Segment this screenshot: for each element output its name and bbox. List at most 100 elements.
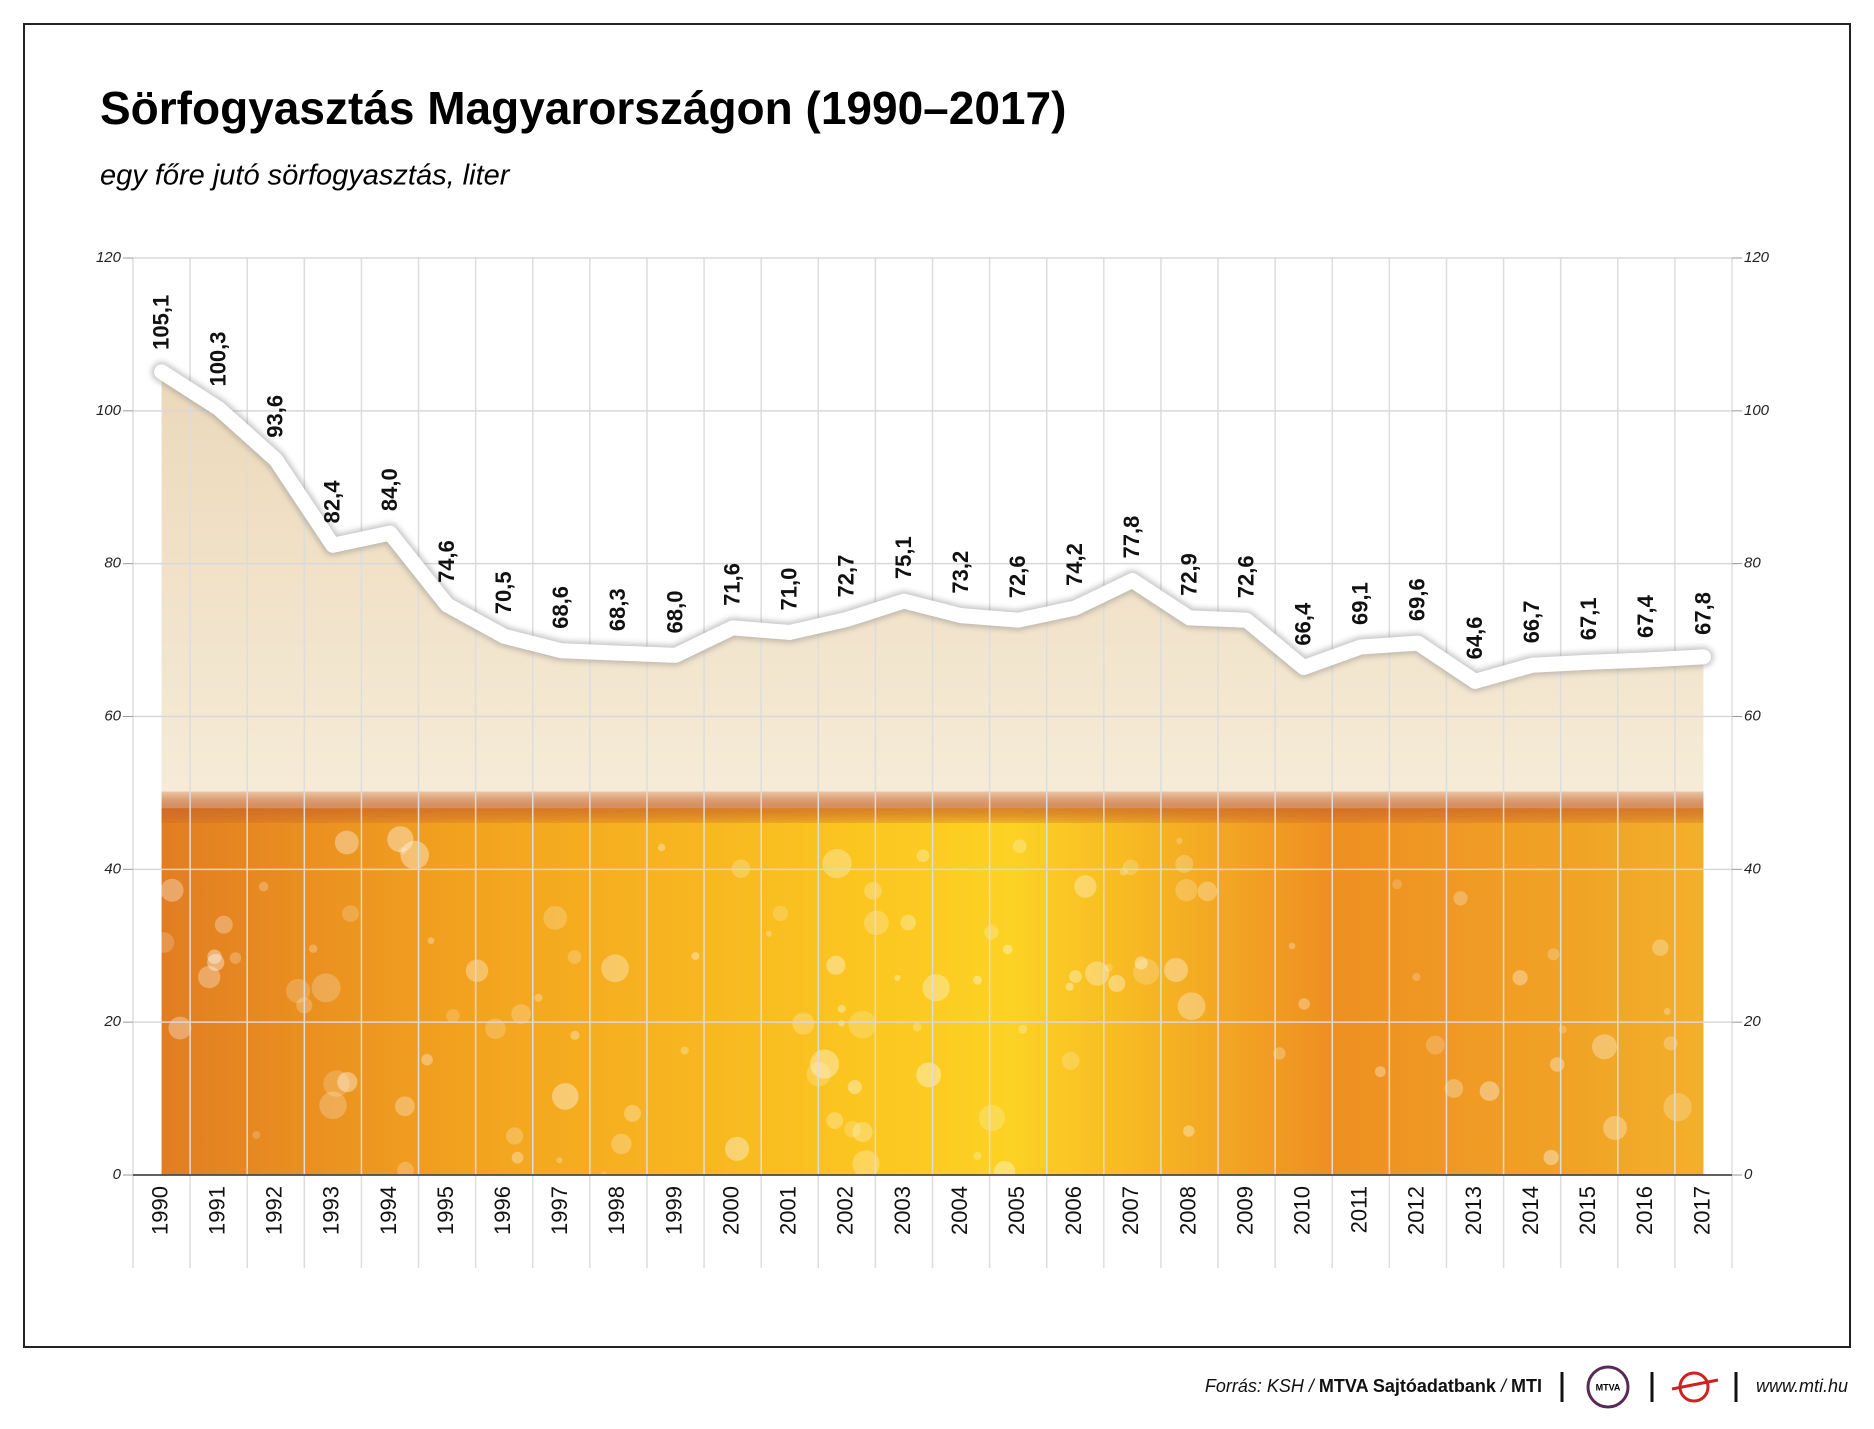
bubble	[570, 1030, 580, 1040]
bubble	[1453, 891, 1468, 906]
bubble	[334, 830, 359, 855]
bubble	[993, 1160, 1016, 1175]
bubble	[511, 1004, 531, 1024]
bubble	[387, 826, 414, 853]
x-tick-label: 2009	[1232, 1186, 1257, 1235]
bubble	[534, 993, 543, 1002]
bubble	[973, 1151, 982, 1160]
mtva-logo	[1586, 1365, 1630, 1409]
bubble	[1164, 958, 1189, 983]
value-label: 71,6	[719, 563, 744, 606]
value-label: 67,4	[1633, 594, 1658, 638]
bubble	[1183, 1125, 1195, 1137]
source-part: MTVA Sajtóadatbank	[1319, 1376, 1497, 1396]
y-tick-label: 60	[1744, 707, 1761, 724]
bubble	[847, 1079, 862, 1095]
value-label: 72,7	[834, 555, 859, 598]
x-tick-label: 2014	[1518, 1186, 1543, 1235]
y-tick-label: 20	[1743, 1013, 1761, 1030]
bubble	[1273, 1047, 1286, 1060]
bubble	[809, 1049, 840, 1079]
bubble	[838, 1020, 845, 1027]
bubble	[446, 1009, 460, 1023]
value-label: 66,4	[1291, 602, 1316, 646]
bubble	[864, 910, 889, 936]
bubble	[1298, 998, 1310, 1010]
bubble	[765, 930, 772, 937]
bubble	[601, 954, 629, 983]
value-label: 75,1	[891, 536, 916, 579]
bubble	[556, 1157, 563, 1164]
bubble	[1603, 1116, 1628, 1140]
bubble	[311, 973, 341, 1003]
line	[154, 364, 1711, 689]
bubble	[922, 974, 950, 1002]
bubble	[848, 1010, 877, 1039]
value-label: 82,4	[320, 480, 345, 524]
bubble	[398, 846, 407, 855]
x-tick-label: 1993	[319, 1186, 344, 1235]
bubble	[1197, 881, 1218, 902]
x-tick-label: 2000	[718, 1186, 743, 1235]
website: www.mti.hu	[1756, 1376, 1848, 1396]
value-label: 105,1	[148, 295, 173, 350]
bubble	[1012, 839, 1027, 854]
x-tick-label: 2002	[833, 1186, 858, 1235]
x-tick-label: 2006	[1061, 1186, 1086, 1235]
bubble	[916, 1062, 942, 1088]
bubble	[1018, 1024, 1028, 1034]
value-label: 66,7	[1519, 600, 1544, 643]
bubble	[551, 1083, 579, 1110]
bubble	[611, 1133, 632, 1155]
x-tick-label: 2005	[1004, 1186, 1029, 1235]
bubble	[1425, 1035, 1445, 1055]
bubble	[852, 1150, 880, 1175]
bubble	[465, 959, 489, 982]
x-tick-label: 2008	[1175, 1186, 1200, 1235]
footer: Forrás: KSH / MTVA Sajtóadatbank / MTI M…	[1205, 1365, 1848, 1409]
bubble	[1133, 958, 1160, 985]
marks: 105,1 100,3 93,6 82,4 84,0 74,6 70,5 68,6 68,3 68…	[148, 295, 1715, 692]
x-tick-label: 2015	[1575, 1186, 1600, 1235]
bubble	[844, 1120, 861, 1138]
x-tick-label: 2016	[1632, 1186, 1657, 1235]
y-tick-label: 120	[1744, 249, 1770, 266]
bubble	[1444, 1079, 1464, 1098]
value-label: 73,2	[948, 551, 973, 594]
x-tick-label: 2007	[1118, 1186, 1143, 1235]
bubble	[1592, 1034, 1617, 1060]
bubble	[1177, 992, 1206, 1021]
bubble	[1065, 982, 1074, 991]
y-tick-label: 40	[104, 860, 121, 877]
x-tick-label: 1999	[661, 1186, 686, 1235]
bubble	[543, 906, 568, 930]
value-label: 72,6	[1005, 555, 1030, 598]
bubble	[691, 952, 700, 961]
bubble	[978, 1104, 1005, 1132]
bubble	[337, 1071, 358, 1093]
value-label: 70,5	[491, 571, 516, 614]
bubble	[1663, 1093, 1692, 1122]
bubble	[1512, 970, 1528, 986]
bubble	[680, 1046, 689, 1055]
bubble	[161, 878, 184, 902]
value-label: 67,1	[1576, 597, 1601, 640]
bubble	[1412, 972, 1421, 982]
bubble	[822, 848, 852, 879]
bubble	[1069, 970, 1082, 983]
bubble	[511, 1151, 524, 1164]
bubble	[1288, 942, 1296, 950]
bubble	[1134, 956, 1148, 970]
x-tick-label: 2013	[1461, 1186, 1486, 1235]
value-label: 84,0	[377, 468, 402, 511]
bubble	[624, 1104, 642, 1122]
x-tick-label: 1992	[262, 1186, 287, 1235]
value-label: 69,1	[1348, 582, 1373, 625]
y-tick-label: 120	[96, 249, 122, 266]
x-tick-label: 1995	[433, 1186, 458, 1235]
bubble	[657, 843, 666, 852]
y-tick-label: 80	[1744, 555, 1761, 572]
value-label: 67,8	[1690, 592, 1715, 635]
value-label: 77,8	[1119, 516, 1144, 559]
bubble	[1175, 878, 1198, 902]
